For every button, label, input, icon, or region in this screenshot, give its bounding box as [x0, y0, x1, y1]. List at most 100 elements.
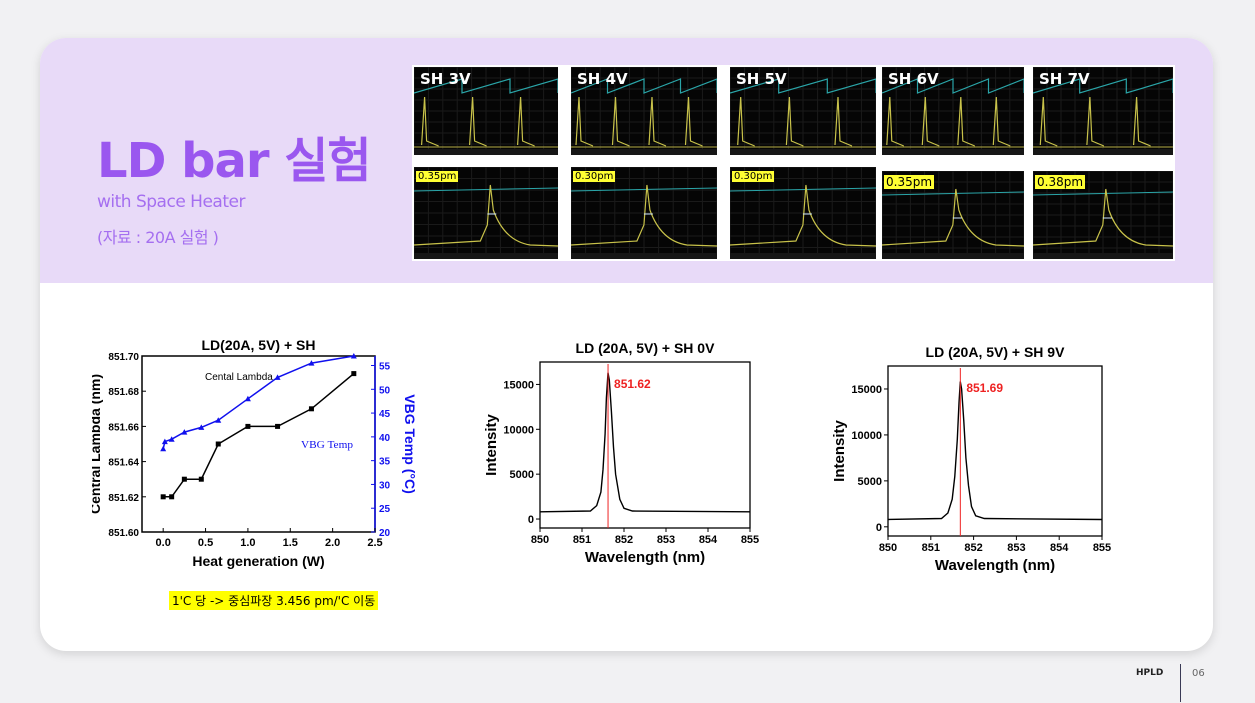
peak-label: 851.62 [614, 377, 651, 391]
y-axis-label: Intensity [831, 420, 848, 482]
data-point [308, 360, 315, 366]
scope-status-bar [730, 149, 876, 155]
scope-label: SH 4V [577, 70, 628, 88]
y-axis-label: Central Lambda (nm) [92, 374, 103, 514]
scope-label: SH 7V [1039, 70, 1090, 88]
annotation-lambda: Cental Lambda [205, 372, 273, 383]
x-tick-label: 853 [657, 534, 675, 546]
y2-tick-label: 45 [379, 409, 391, 420]
cyan-line [414, 187, 558, 192]
data-point [160, 445, 167, 452]
cyan-line [1033, 191, 1173, 196]
y-tick-label: 851.68 [108, 387, 139, 398]
linewidth-tag: 0.38pm [1035, 175, 1086, 189]
scope-top-1: SH 3V [414, 67, 558, 155]
scope-status-bar [414, 253, 558, 259]
annotation-vbg: VBG Temp [301, 439, 354, 451]
y2-tick-label: 35 [379, 457, 391, 468]
scope-label: SH 5V [736, 70, 787, 88]
x-axis-label: Heat generation (W) [192, 553, 324, 569]
sawtooth-trace [882, 67, 1024, 155]
scope-label: SH 3V [420, 70, 471, 88]
data-point [350, 353, 357, 359]
scope-bottom-1: 0.35pm [414, 167, 558, 259]
pulse-line [1039, 96, 1151, 147]
data-point [160, 494, 166, 500]
spectrum-0v-chart: LD (20A, 5V) + SH 0V 850 851 852 853 854 855 0 5… [483, 340, 759, 566]
data-point [215, 441, 221, 447]
scope-status-bar [882, 253, 1024, 259]
cyan-line [730, 187, 876, 192]
x-tick-label: 854 [699, 534, 718, 546]
scope-top-4: SH 6V [882, 67, 1024, 155]
cyan-line [882, 191, 1024, 196]
source-note: (자료 : 20A 실험 ) [97, 228, 219, 247]
spectrum-line [539, 372, 751, 513]
footer-divider [1180, 664, 1181, 702]
y-tick-label: 0 [876, 522, 882, 534]
scope-top-3: SH 5V [730, 67, 876, 155]
oscilloscope-gallery: SH 3V SH 4V SH 5V SH 6V SH 7V 0.35pm 0.3… [412, 65, 1175, 261]
y2-tick-label: 25 [379, 504, 391, 515]
data-point [169, 494, 175, 500]
spectrum-9v-chart: LD (20A, 5V) + SH 9V 850 851 852 853 854 855 0 5… [831, 344, 1111, 574]
data-point [275, 423, 281, 429]
scope-status-bar [730, 253, 876, 259]
sawtooth-line [414, 78, 558, 94]
sawtooth-trace [414, 67, 558, 155]
y-tick-label: 5000 [858, 476, 882, 488]
data-point [351, 371, 357, 377]
sawtooth-trace [1033, 67, 1173, 155]
sawtooth-line [730, 78, 876, 94]
data-point [215, 417, 222, 423]
pulse-line [575, 96, 703, 147]
y-tick-label: 851.60 [108, 528, 139, 539]
y2-tick-label: 30 [379, 480, 391, 491]
scope-bottom-2: 0.30pm [571, 167, 717, 259]
sawtooth-trace [571, 67, 717, 155]
spectrum-line [1033, 188, 1173, 247]
data-point [198, 476, 204, 482]
scope-top-2: SH 4V [571, 67, 717, 155]
scope-status-bar [1033, 149, 1173, 155]
x-tick-label: 855 [1093, 542, 1111, 554]
slide-subtitle: with Space Heater [97, 192, 245, 212]
x-tick-label: 854 [1050, 542, 1069, 554]
chart-title: LD (20A, 5V) + SH 9V [926, 344, 1066, 360]
scope-status-bar [571, 149, 717, 155]
y-tick-label: 0 [528, 514, 534, 526]
x-tick-label: 852 [964, 542, 982, 554]
data-point [168, 436, 175, 442]
x-tick-label: 853 [1007, 542, 1025, 554]
y-tick-label: 851.62 [108, 493, 139, 504]
plot-frame [887, 365, 1103, 537]
y-axis-label: Intensity [483, 414, 500, 476]
y2-axis-label: VBG Temp (°C) [402, 394, 418, 493]
slide-card: LD bar 실험 with Space Heater (자료 : 20A 실험… [40, 38, 1213, 651]
x-tick-label: 851 [573, 534, 591, 546]
lambda-vs-heat-chart: LD(20A, 5V) + SH 0.0 0.5 1.0 1.5 2.0 2.5 851.60… [92, 337, 418, 569]
peak-label: 851.69 [966, 381, 1003, 395]
scope-status-bar [414, 149, 558, 155]
scope-bottom-3: 0.30pm [730, 167, 876, 259]
data-point [308, 406, 314, 412]
y2-tick-label: 50 [379, 385, 391, 396]
chart-title: LD(20A, 5V) + SH [202, 337, 316, 353]
x-tick-label: 1.5 [283, 537, 298, 549]
pulse-line [886, 96, 1011, 147]
spectrum-line [571, 184, 717, 247]
series-line-2 [162, 355, 354, 449]
x-tick-label: 855 [741, 534, 759, 546]
sawtooth-line [571, 78, 717, 94]
scope-status-bar [1033, 253, 1173, 259]
y2-tick-label: 55 [379, 362, 391, 373]
x-tick-label: 0.5 [198, 537, 213, 549]
linewidth-tag: 0.35pm [416, 171, 459, 182]
x-tick-label: 851 [922, 542, 940, 554]
chart-title: LD (20A, 5V) + SH 0V [576, 340, 716, 356]
scope-bottom-5: 0.38pm [1033, 171, 1173, 259]
spectrum-line [730, 184, 876, 247]
footer-brand: HPLD [1136, 668, 1164, 678]
spectrum-line [887, 381, 1103, 521]
y-tick-label: 15000 [851, 384, 882, 396]
